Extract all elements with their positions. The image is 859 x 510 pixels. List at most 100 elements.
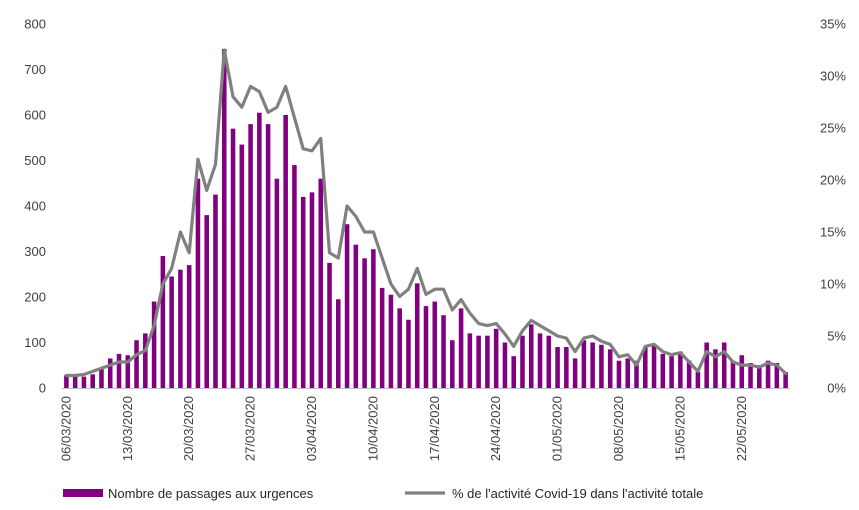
bar <box>125 355 131 388</box>
x-tick-label: 27/03/2020 <box>243 396 258 461</box>
bar <box>546 335 552 388</box>
bar <box>274 178 280 388</box>
y-tick-label: 800 <box>24 17 46 32</box>
bar <box>467 333 473 388</box>
bar <box>704 342 709 388</box>
bar <box>99 368 104 388</box>
bar <box>450 340 455 388</box>
bar <box>564 347 569 388</box>
x-tick-label: 24/04/2020 <box>488 396 503 461</box>
bar <box>634 360 639 388</box>
y-tick-label: 400 <box>24 199 46 214</box>
bar <box>107 358 113 388</box>
bar <box>230 128 236 388</box>
bar <box>388 294 394 388</box>
bar <box>327 262 332 389</box>
legend-label-bars: Nombre de passages aux urgences <box>108 486 314 501</box>
bar <box>783 372 788 388</box>
y-tick-label: 700 <box>24 62 46 77</box>
y2-tick-label: 10% <box>820 277 846 292</box>
bar <box>721 342 727 388</box>
y-tick-label: 200 <box>24 290 46 305</box>
y-tick-label: 300 <box>24 244 46 259</box>
bar <box>116 353 122 389</box>
bar <box>318 178 324 388</box>
y-tick-label: 500 <box>24 153 46 168</box>
bar <box>572 358 578 388</box>
bar <box>414 283 420 388</box>
y2-tick-label: 35% <box>820 17 846 32</box>
bar <box>72 374 78 388</box>
bar <box>195 178 201 388</box>
bar <box>713 349 718 388</box>
bar <box>432 301 438 388</box>
bar <box>599 344 604 388</box>
y2-tick-label: 15% <box>820 225 846 240</box>
bar <box>441 315 446 388</box>
bar <box>336 299 341 388</box>
x-tick-label: 17/04/2020 <box>427 396 442 461</box>
bar <box>581 340 587 388</box>
bar <box>730 360 736 388</box>
bar <box>528 324 534 388</box>
y2-tick-label: 20% <box>820 173 846 188</box>
bar <box>186 265 192 388</box>
bar <box>774 362 780 388</box>
bars-layer <box>64 49 788 389</box>
bar <box>765 360 771 388</box>
bar <box>686 360 692 388</box>
axes-layer: 0 100 200 300 400 500 600 700 800 0% 5% 10% 15% 20% 25… <box>24 17 846 462</box>
bar <box>757 365 762 388</box>
bar <box>520 335 525 388</box>
x-tick-label: 22/05/2020 <box>734 396 749 461</box>
bar <box>590 342 595 388</box>
bar <box>625 358 631 388</box>
bar <box>678 351 683 388</box>
bar <box>616 360 622 388</box>
bar <box>476 335 481 388</box>
bar <box>178 269 183 388</box>
bar <box>90 374 95 388</box>
y2-tick-label: 30% <box>820 69 846 84</box>
x-tick-label: 06/03/2020 <box>58 396 73 461</box>
x-tick-label: 20/03/2020 <box>181 396 196 461</box>
bar <box>651 344 657 388</box>
y2-tick-label: 25% <box>820 121 846 136</box>
bar <box>204 215 209 388</box>
bar <box>502 342 508 388</box>
bar <box>353 244 359 388</box>
bar <box>643 347 648 388</box>
legend-label-line: % de l'activité Covid-19 dans l'activité… <box>452 486 703 501</box>
x-tick-label: 10/04/2020 <box>365 396 380 461</box>
bar <box>748 362 753 388</box>
bar <box>695 372 701 388</box>
bar <box>64 375 69 388</box>
y-tick-label: 600 <box>24 108 46 123</box>
bar <box>660 353 666 389</box>
bar <box>371 249 376 388</box>
legend-swatch-bars <box>63 489 103 497</box>
x-tick-label: 08/05/2020 <box>611 396 626 461</box>
bar <box>555 347 560 388</box>
line-layer <box>64 48 788 378</box>
bar <box>169 276 174 388</box>
bar <box>739 355 745 388</box>
bar <box>81 376 87 389</box>
bar <box>309 192 315 388</box>
legend: Nombre de passages aux urgences % de l'ac… <box>63 486 703 501</box>
bar <box>248 124 253 388</box>
bar <box>607 349 613 388</box>
x-tick-label: 01/05/2020 <box>550 396 565 461</box>
x-tick-label: 15/05/2020 <box>672 396 687 461</box>
bar <box>537 333 543 388</box>
y2-tick-label: 5% <box>827 329 846 344</box>
bar <box>134 340 139 388</box>
bar <box>292 165 297 388</box>
bar <box>669 356 674 388</box>
y2-tick-label: 0% <box>827 381 846 396</box>
bar <box>221 49 227 389</box>
bar <box>362 258 367 388</box>
bar <box>257 112 262 388</box>
